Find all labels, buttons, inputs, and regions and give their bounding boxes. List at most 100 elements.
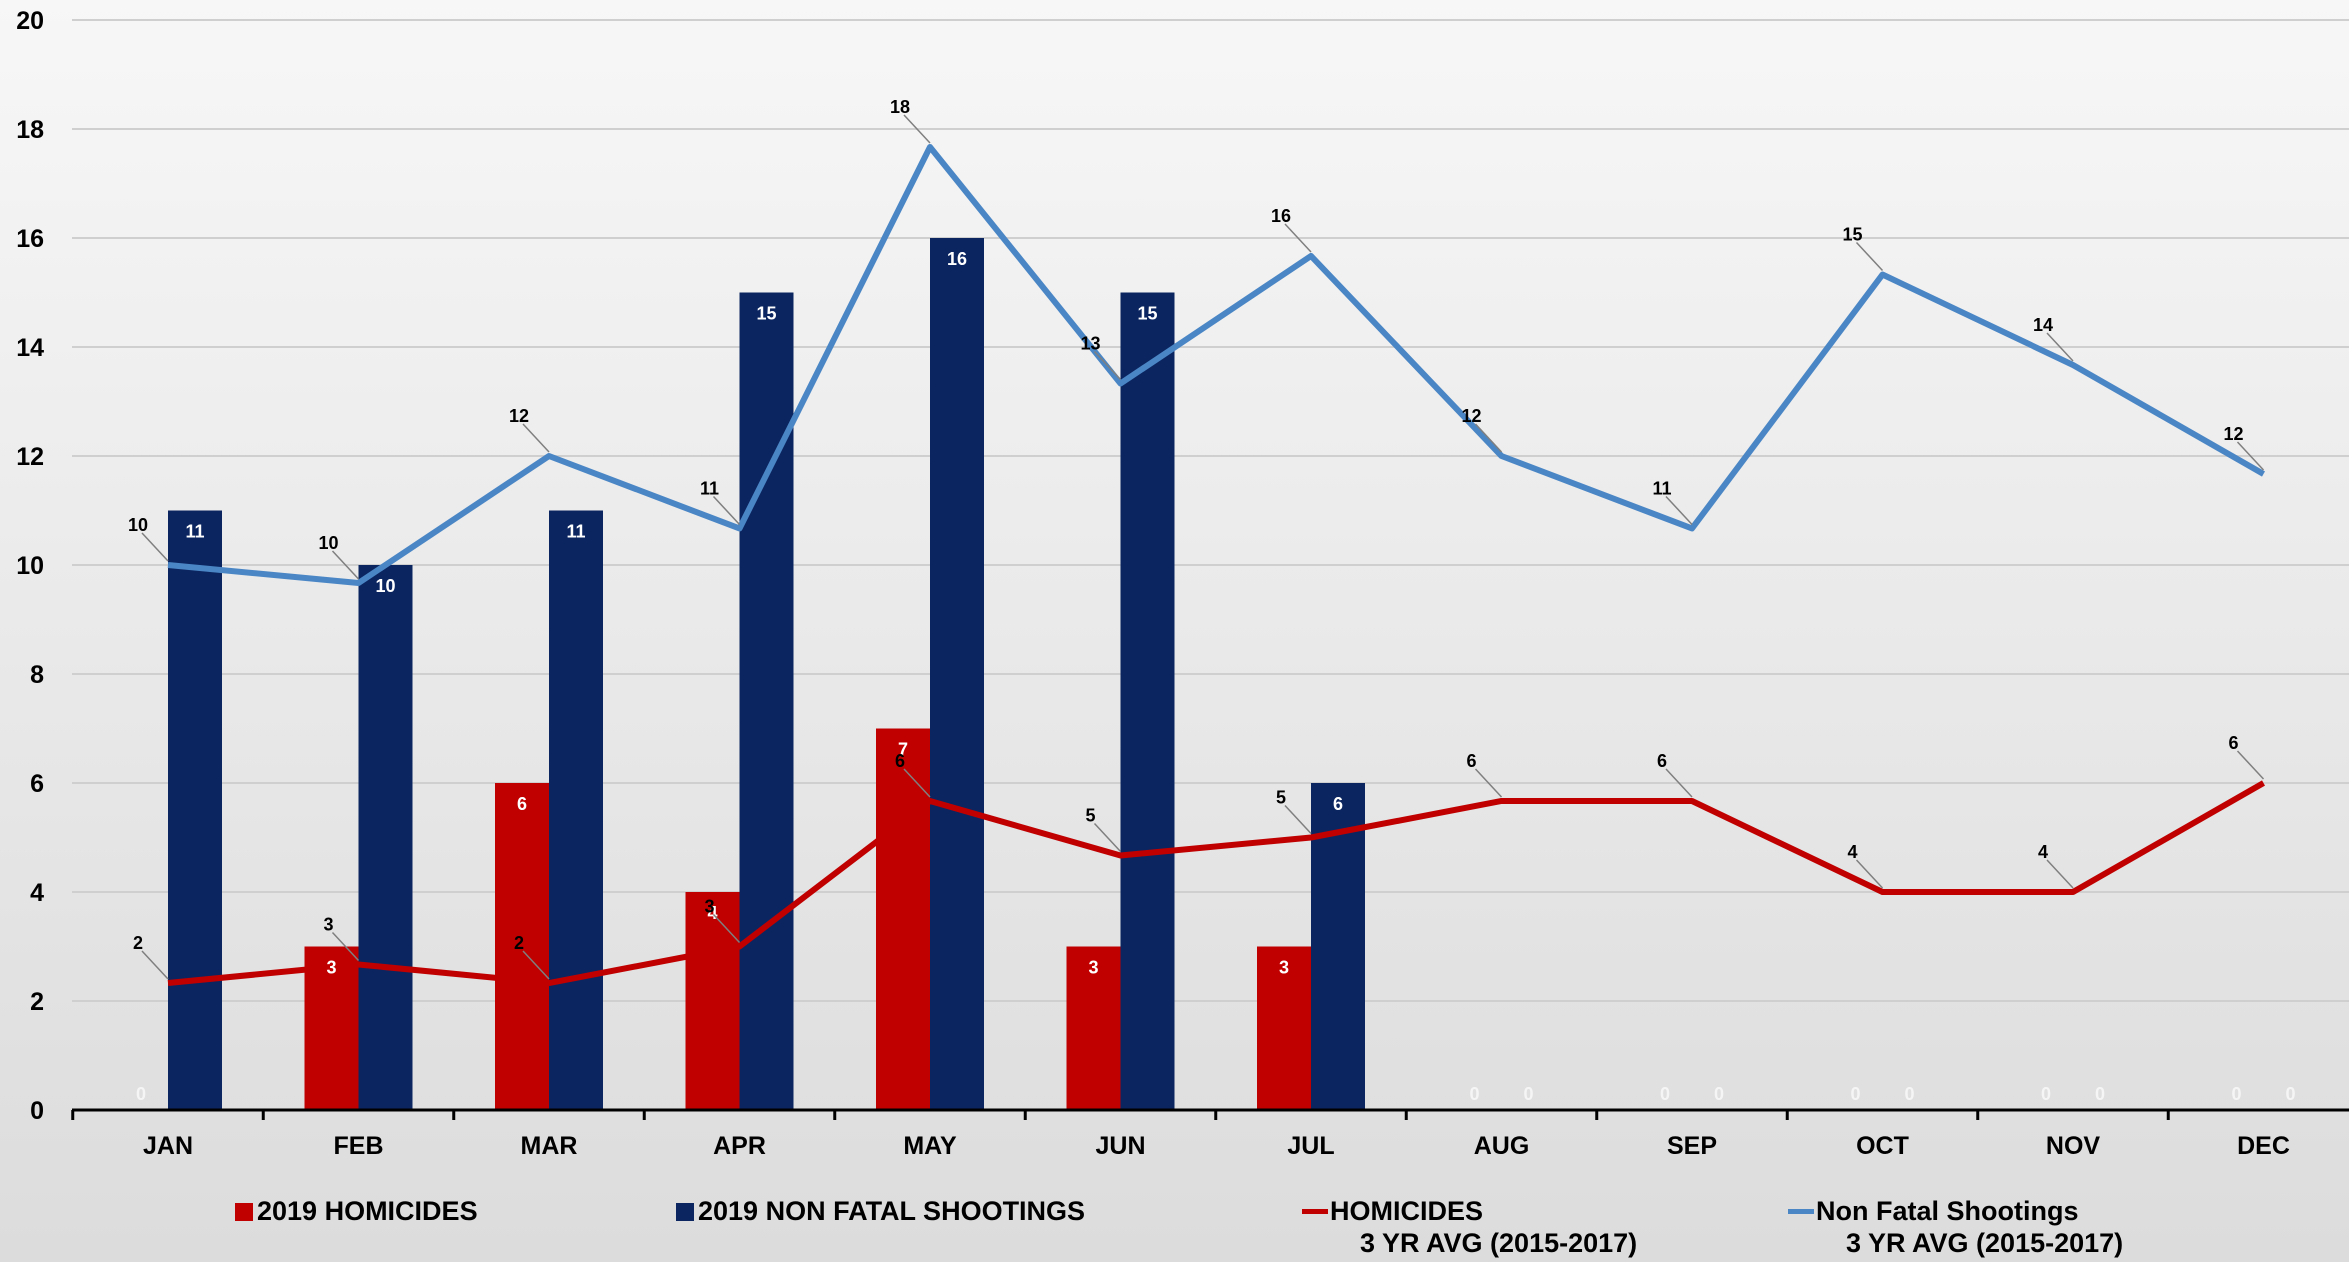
line-shootings-avg-leader <box>1093 351 1122 381</box>
data-label-homicides: 3 <box>1088 958 1098 978</box>
data-label-shootings: 15 <box>756 304 776 324</box>
x-tick-label: APR <box>713 1132 766 1160</box>
line-homicides-avg-leader <box>1665 768 1693 798</box>
line-shootings-avg-label: 11 <box>700 478 719 498</box>
line-shootings-avg-leader <box>2236 441 2265 471</box>
legend-swatch-shootings-avg <box>1788 1209 1814 1214</box>
legend-item-shootings[interactable]: 2019 NON FATAL SHOOTINGS <box>676 1195 1085 1227</box>
line-homicides-avg-label: 4 <box>2038 842 2048 862</box>
bar-shootings <box>358 565 413 1110</box>
y-tick-label: 16 <box>16 225 44 253</box>
legend-item-shootings-avg[interactable]: Non Fatal Shootings 3 YR AVG (2015-2017) <box>1788 1195 2123 1259</box>
legend-label-shootings-avg-line2: 3 YR AVG (2015-2017) <box>1846 1228 2124 1258</box>
legend-swatch-shootings <box>676 1203 694 1221</box>
line-homicides-avg-leader <box>1855 859 1884 889</box>
bar-homicides <box>304 946 359 1110</box>
x-tick-label: JUL <box>1287 1132 1334 1160</box>
x-tick-label: JUN <box>1095 1132 1145 1160</box>
gridlines <box>72 19 2349 1002</box>
legend-label-shootings-avg: Non Fatal Shootings 3 YR AVG (2015-2017) <box>1816 1195 2123 1259</box>
data-label-shootings: 15 <box>1137 304 1157 324</box>
data-label-homicides: 3 <box>1279 958 1289 978</box>
line-homicides-avg-leader <box>2236 750 2265 780</box>
bar-homicides <box>495 783 549 1110</box>
x-tick-label: JAN <box>143 1132 193 1160</box>
legend-label-homicides: 2019 HOMICIDES <box>257 1196 478 1226</box>
y-tick-label: 2 <box>30 988 44 1016</box>
line-homicides-avg-leader <box>522 950 550 980</box>
line-shootings-avg-label: 12 <box>2223 424 2243 444</box>
line-homicides-avg-label: 3 <box>704 897 714 917</box>
y-tick-label: 0 <box>30 1097 44 1125</box>
line-homicides-avg <box>167 780 2265 987</box>
bars <box>168 238 1365 1110</box>
line-homicides-avg-leader <box>1474 768 1503 798</box>
line-shootings-avg-leader <box>1474 423 1503 453</box>
line-shootings-avg-leader <box>903 114 931 144</box>
line-shootings-avg-label: 16 <box>1271 206 1291 226</box>
data-label-homicides: 3 <box>326 958 336 978</box>
line-shootings-avg-leader <box>1284 223 1312 253</box>
line-homicides-avg-leader <box>141 950 169 980</box>
data-label-homicides: 0 <box>136 1084 146 1104</box>
bar-homicides <box>1066 946 1121 1110</box>
line-homicides-avg-leader <box>903 768 931 798</box>
line-homicides-avg-label: 5 <box>1085 805 1095 825</box>
bar-homicides <box>1257 946 1311 1110</box>
line-homicides-avg-label: 6 <box>895 751 905 771</box>
line-homicides-avg-label: 6 <box>1466 751 1476 771</box>
legend-swatch-homicides <box>235 1203 253 1221</box>
x-axis: JAN FEB MAR APR MAY JUN JUL AUG SEP OCT NOV DEC <box>71 1108 2349 1160</box>
data-label-homicides: 0 <box>1850 1084 1860 1104</box>
y-tick-label: 20 <box>16 7 44 35</box>
bar-shootings <box>1120 292 1175 1110</box>
y-tick-label: 4 <box>30 879 44 907</box>
legend-label-homicides-avg-line2: 3 YR AVG (2015-2017) <box>1360 1228 1638 1258</box>
line-shootings-avg-label: 11 <box>1652 478 1671 498</box>
line-shootings-avg-label: 13 <box>1080 334 1100 354</box>
line-shootings-avg-leader <box>1855 242 1884 272</box>
data-label-shootings: 6 <box>1333 794 1343 814</box>
legend-item-homicides[interactable]: 2019 HOMICIDES <box>235 1195 478 1227</box>
line-homicides-avg-label: 5 <box>1276 788 1286 808</box>
line-homicides-avg-leader <box>2046 859 2074 889</box>
data-label-homicides: 0 <box>1469 1084 1479 1104</box>
x-tick-label: DEC <box>2237 1132 2290 1160</box>
line-homicides-avg-label: 3 <box>323 914 333 934</box>
x-tick-label: OCT <box>1856 1132 1909 1160</box>
y-axis: 0 2 4 6 8 10 12 14 16 18 20 <box>16 7 44 1125</box>
line-homicides-avg-label: 2 <box>514 933 524 953</box>
data-label-shootings: 0 <box>1714 1084 1724 1104</box>
data-label-shootings: 10 <box>375 576 395 596</box>
data-label-shootings: 11 <box>566 522 585 542</box>
line-homicides-avg-leader <box>712 913 741 944</box>
bar-shootings <box>168 510 222 1110</box>
x-tick-label: MAR <box>521 1132 578 1160</box>
data-label-shootings: 16 <box>947 249 967 269</box>
x-tick-label: FEB <box>334 1132 384 1160</box>
legend-item-homicides-avg[interactable]: HOMICIDES 3 YR AVG (2015-2017) <box>1302 1195 1637 1259</box>
data-label-shootings: 0 <box>2285 1084 2295 1104</box>
y-tick-label: 8 <box>30 661 44 689</box>
data-label-homicides: 4 <box>707 903 717 923</box>
bar-shootings <box>549 510 603 1110</box>
bar-shootings <box>930 238 984 1110</box>
data-labels: 0 11 3 10 6 11 4 15 7 16 3 15 3 6 0 0 0 0 0 0 0 0 0 0 2 3 2 3 6 5 5 6 6 4… <box>128 97 2296 1104</box>
line-homicides-avg-leader <box>331 931 360 961</box>
line-homicides-avg-leader <box>1093 822 1122 852</box>
line-shootings-avg-label: 10 <box>318 533 338 553</box>
y-tick-label: 10 <box>16 552 44 580</box>
line-shootings-avg-label: 12 <box>1461 406 1481 426</box>
line-shootings-avg-label: 15 <box>1842 225 1862 245</box>
line-shootings-avg-label: 12 <box>509 406 529 426</box>
x-tick-label: SEP <box>1667 1132 1717 1160</box>
legend-label-shootings-avg-line1: Non Fatal Shootings <box>1816 1196 2079 1226</box>
legend-label-shootings: 2019 NON FATAL SHOOTINGS <box>698 1196 1086 1226</box>
data-label-homicides: 7 <box>898 740 908 760</box>
line-shootings-avg-leader <box>331 550 360 580</box>
x-tick-label: MAY <box>903 1132 957 1160</box>
line-homicides-avg-leader <box>1284 804 1312 835</box>
line-shootings-avg-label: 14 <box>2033 315 2053 335</box>
y-tick-label: 12 <box>16 443 44 471</box>
